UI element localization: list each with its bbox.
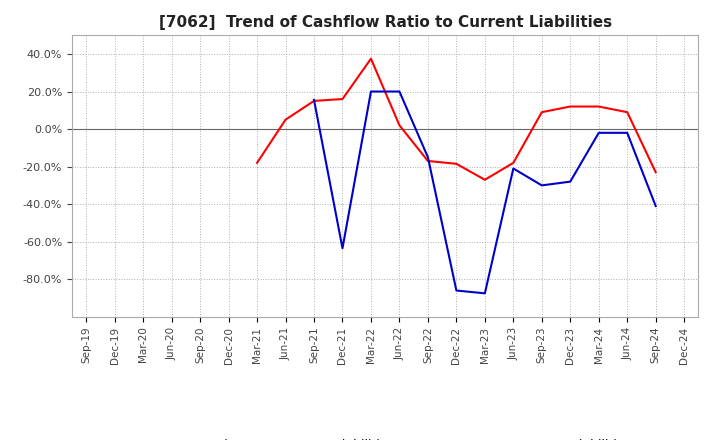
- Operating CF to Current Liabilities: [480, 177, 489, 183]
- Operating CF to Current Liabilities: [282, 117, 290, 122]
- Operating CF to Current Liabilities: [338, 96, 347, 102]
- Free CF to Current Liabilities: [566, 179, 575, 184]
- Line: Free CF to Current Liabilities: Free CF to Current Liabilities: [314, 92, 656, 293]
- Operating CF to Current Liabilities: [566, 104, 575, 109]
- Operating CF to Current Liabilities: [253, 160, 261, 165]
- Free CF to Current Liabilities: [395, 89, 404, 94]
- Operating CF to Current Liabilities: [595, 104, 603, 109]
- Free CF to Current Liabilities: [338, 246, 347, 251]
- Operating CF to Current Liabilities: [652, 169, 660, 175]
- Title: [7062]  Trend of Cashflow Ratio to Current Liabilities: [7062] Trend of Cashflow Ratio to Curren…: [158, 15, 612, 30]
- Free CF to Current Liabilities: [595, 130, 603, 136]
- Free CF to Current Liabilities: [537, 183, 546, 188]
- Legend: Operating CF to Current Liabilities, Free CF to Current Liabilities: Operating CF to Current Liabilities, Fre…: [135, 434, 636, 440]
- Free CF to Current Liabilities: [423, 154, 432, 160]
- Free CF to Current Liabilities: [623, 130, 631, 136]
- Free CF to Current Liabilities: [480, 291, 489, 296]
- Operating CF to Current Liabilities: [395, 123, 404, 128]
- Free CF to Current Liabilities: [452, 288, 461, 293]
- Operating CF to Current Liabilities: [452, 161, 461, 166]
- Operating CF to Current Liabilities: [366, 56, 375, 61]
- Operating CF to Current Liabilities: [623, 110, 631, 115]
- Line: Operating CF to Current Liabilities: Operating CF to Current Liabilities: [257, 59, 656, 180]
- Free CF to Current Liabilities: [310, 97, 318, 103]
- Free CF to Current Liabilities: [652, 203, 660, 209]
- Free CF to Current Liabilities: [366, 89, 375, 94]
- Operating CF to Current Liabilities: [423, 158, 432, 164]
- Operating CF to Current Liabilities: [537, 110, 546, 115]
- Free CF to Current Liabilities: [509, 166, 518, 171]
- Operating CF to Current Liabilities: [509, 160, 518, 165]
- Operating CF to Current Liabilities: [310, 98, 318, 103]
